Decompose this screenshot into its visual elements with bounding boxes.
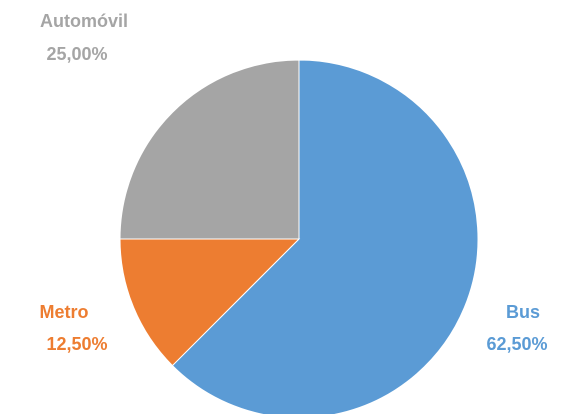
pie-slice-automovil	[119, 59, 300, 240]
label-bus-name: Bus	[506, 302, 540, 322]
label-automovil-name: Automóvil	[40, 11, 128, 31]
label-bus-value: 62,50%	[486, 334, 547, 354]
label-metro-name: Metro	[40, 302, 89, 322]
pie-slice-metro	[119, 238, 301, 367]
label-automovil-value: 25,00%	[46, 44, 107, 64]
pie-slices	[119, 59, 479, 414]
label-metro-value: 12,50%	[46, 334, 107, 354]
pie-labels: Bus 62,50% Metro 12,50% Automóvil 25,00%	[40, 11, 548, 354]
